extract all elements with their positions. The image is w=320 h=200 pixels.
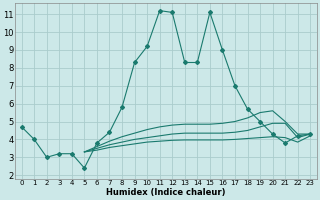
X-axis label: Humidex (Indice chaleur): Humidex (Indice chaleur) (106, 188, 226, 197)
